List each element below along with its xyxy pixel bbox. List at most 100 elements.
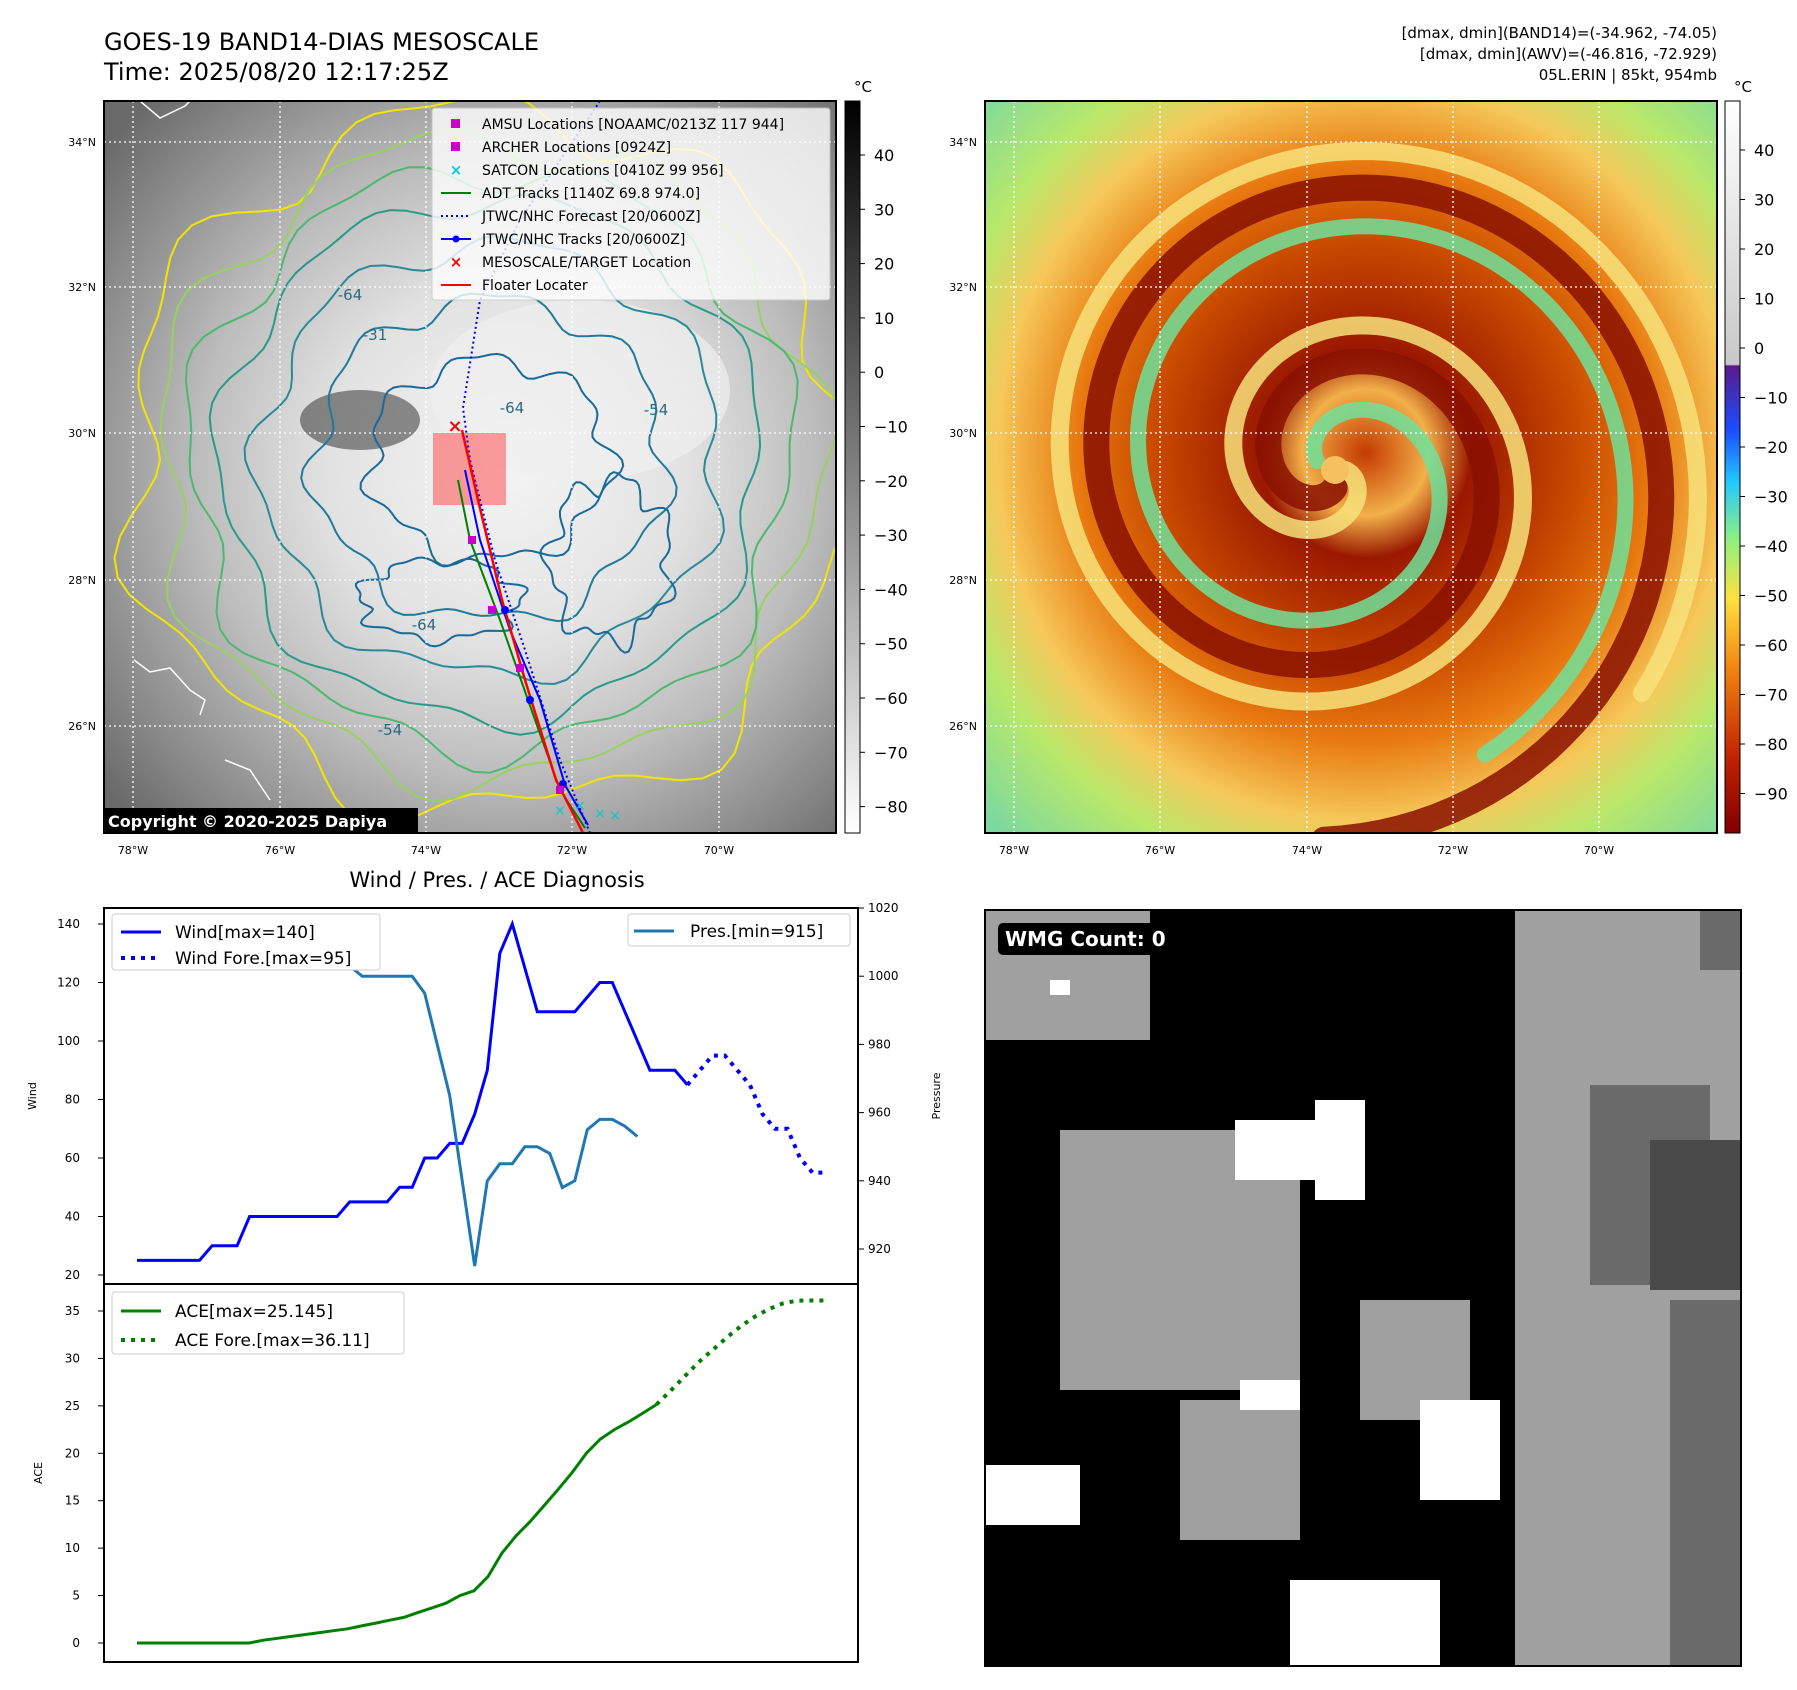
wind-legend-label: Wind[max=140]	[175, 923, 315, 943]
spiral-band-light	[1050, 141, 1707, 711]
colorbar-tick-label: 30	[874, 200, 894, 219]
track-dot	[501, 606, 509, 614]
contour-ring	[359, 352, 625, 567]
wmg-block	[985, 1465, 1080, 1525]
copyright-badge	[104, 808, 418, 833]
colorbar-tick-label: 10	[1754, 290, 1774, 309]
colorbar-tick-label: −30	[874, 526, 908, 545]
right-lat-lon-grid	[985, 101, 1717, 833]
spiral-bands	[1050, 141, 1707, 833]
left-map-frame	[103, 100, 837, 834]
eye-core	[1321, 456, 1349, 484]
pressure-tick-label: 920	[868, 1242, 891, 1256]
satcon-marker: ×	[554, 803, 566, 819]
lon-label-left: 72°W	[557, 844, 587, 857]
contour-label: -54	[644, 401, 669, 419]
legend-label: MESOSCALE/TARGET Location	[482, 255, 691, 271]
pressure-tick-label: 940	[868, 1174, 891, 1188]
colorbar-tick-label: 40	[1754, 141, 1774, 160]
diagnosis-title: Wind / Pres. / ACE Diagnosis	[349, 868, 644, 892]
wmg-frame	[984, 909, 1742, 1667]
contour-band	[354, 556, 529, 648]
ace-tick-label: 35	[65, 1304, 80, 1318]
storm-info: 05L.ERIN | 85kt, 954mb	[1539, 66, 1717, 84]
figure-time: Time: 2025/08/20 12:17:25Z	[103, 58, 449, 86]
figure-title: GOES-19 BAND14-DIAS MESOSCALE	[104, 28, 539, 56]
storm-tracks: ×× × × ×	[447, 101, 621, 833]
wmg-block	[1315, 1100, 1365, 1200]
ace-axis-label: ACE	[32, 1462, 45, 1484]
wmg-block	[1240, 1380, 1300, 1410]
left-colorbar-unit: °C	[854, 78, 872, 96]
legend-marker-square	[451, 119, 460, 128]
lat-label-right: 28°N	[949, 574, 977, 587]
colorbar-tick-label: 0	[1754, 339, 1764, 358]
colorbar-tick-label: 40	[874, 146, 894, 165]
pressure-legend-label: Pres.[min=915]	[690, 922, 823, 942]
colorbar-tick-label: −10	[1754, 389, 1788, 408]
ace-forecast-legend-label: ACE Fore.[max=36.11]	[175, 1331, 370, 1351]
colorbar-tick-label: 0	[874, 363, 884, 382]
lon-label-right: 74°W	[1292, 844, 1322, 857]
colorbar-tick-label: −70	[874, 743, 908, 762]
lat-label-right: 32°N	[949, 281, 977, 294]
spiral-band-moat	[1129, 218, 1634, 763]
ace-legend-box	[111, 1291, 405, 1355]
contour-label: -64	[338, 286, 363, 304]
ace-tick-label: 25	[65, 1399, 80, 1413]
ace-tick-label: 0	[72, 1636, 80, 1650]
colorbar-tick-label: −40	[1754, 537, 1788, 556]
wind-line	[137, 919, 689, 1262]
wind-legend: Wind[max=140] Wind Fore.[max=95] Pres.[min…	[111, 913, 851, 971]
colorbar-tick-label: 30	[1754, 191, 1774, 210]
map-legend: AMSU Locations [NOAAMC/0213Z 117 944] ARC…	[431, 107, 831, 301]
wind-tick-label: 140	[57, 917, 80, 931]
band14-color-map: °C 40 30 20 10 0 −10 −20 −30 −40 −50 −60 −70 −80 −90	[984, 78, 1788, 834]
lat-label-right: 26°N	[949, 720, 977, 733]
ace-series	[137, 1298, 825, 1645]
legend-marker-square	[451, 142, 460, 151]
track-dot	[526, 696, 534, 704]
colorbar-tick-label: −30	[1754, 488, 1788, 507]
wind-tick-label: 40	[65, 1210, 80, 1224]
coastline	[224, 759, 271, 801]
lon-label-right: 76°W	[1145, 844, 1175, 857]
wind-tick-label: 60	[65, 1151, 80, 1165]
colorbar-tick-label: −60	[1754, 636, 1788, 655]
map-axis-labels: 34°N 34°N 32°N 32°N 30°N 30°N 28°N 28°N 26°N 26°N…	[68, 136, 1614, 857]
pressure-tick-label: 960	[868, 1106, 891, 1120]
colorbar-tick-label: −80	[1754, 735, 1788, 754]
wind-pressure-chart: Wind Pressure 140 120 100 80 60 40 20 1020 1000…	[26, 901, 943, 1285]
band14-grayscale-map: ×× × × × -64-64-64-54-54-31 Copyright © 202…	[103, 78, 908, 834]
legend-label: JTWC/NHC Tracks [20/0600Z]	[481, 232, 685, 248]
wmg-block	[1050, 980, 1070, 995]
left-colorbar-ticks: 40 30 20 10 0 −10 −20 −30 −40 −50 −60 −70 −80	[860, 146, 908, 817]
lat-label-right: 30°N	[949, 427, 977, 440]
legend-label: AMSU Locations [NOAAMC/0213Z 117 944]	[482, 117, 784, 133]
contour-band	[539, 471, 677, 654]
colorbar-tick-label: −20	[1754, 438, 1788, 457]
lat-label-left: 34°N	[68, 136, 96, 149]
ace-tick-label: 30	[65, 1351, 80, 1365]
wmg-block	[1670, 1300, 1741, 1666]
ace-tick-label: 15	[65, 1494, 80, 1508]
ace-tick-label: 10	[65, 1541, 80, 1555]
ace-line	[137, 1403, 658, 1645]
pressure-axis-label: Pressure	[930, 1072, 943, 1119]
colorbar-tick-label: 10	[874, 309, 894, 328]
wmg-block	[1180, 1400, 1300, 1540]
wind-ticks: 140 120 100 80 60 40 20	[57, 917, 104, 1282]
colorbar-tick-label: −80	[874, 798, 908, 817]
ace-tick-label: 20	[65, 1446, 80, 1460]
lon-label-right: 70°W	[1584, 844, 1614, 857]
wmg-block	[1420, 1400, 1500, 1500]
ace-legend-label: ACE[max=25.145]	[175, 1302, 333, 1322]
amsu-marker	[468, 536, 476, 544]
wmg-count-text: WMG Count: 0	[1005, 927, 1166, 951]
contour-label: -31	[363, 326, 388, 344]
pressure-tick-label: 1020	[868, 901, 899, 915]
map-legend-box	[431, 107, 831, 301]
colorbar-tick-label: −10	[874, 418, 908, 437]
legend-marker-dot	[452, 235, 460, 243]
pressure-ticks: 1020 1000 980 960 940 920	[858, 901, 899, 1256]
